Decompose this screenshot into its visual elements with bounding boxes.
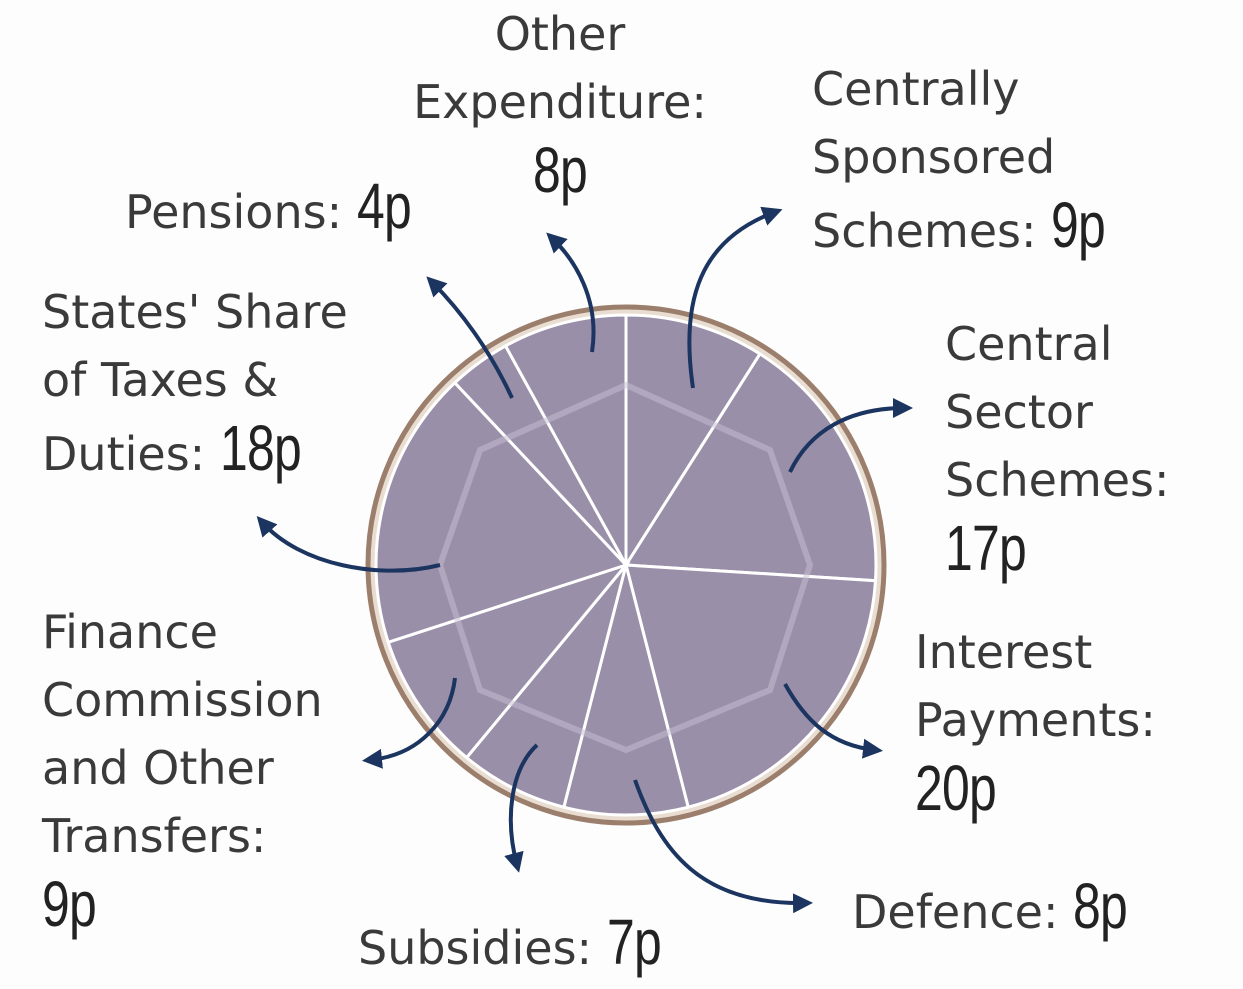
category-label: States' Share of Taxes & Duties: — [42, 285, 348, 481]
arrow — [687, 206, 783, 389]
pie-slice — [374, 380, 629, 645]
arrow — [504, 743, 539, 873]
arrow — [783, 683, 883, 759]
value-label: 9p — [1051, 189, 1106, 261]
slice-label: Interest Payments: 20p — [915, 618, 1215, 822]
value-label: 18p — [219, 412, 302, 484]
pie-slice — [562, 564, 690, 817]
value-label: 7p — [606, 906, 662, 978]
category-label: Defence: — [852, 885, 1059, 939]
arrow — [633, 779, 813, 914]
value-label: 8p — [1073, 870, 1128, 942]
value-label: 4p — [356, 170, 412, 242]
pie-slice — [503, 313, 628, 566]
value-label: 8p — [533, 134, 588, 206]
arrow — [788, 398, 913, 473]
slice-label: Pensions: 4p — [125, 172, 485, 246]
slice-label: Other Expenditure: 8p — [390, 0, 730, 204]
arrows — [256, 206, 913, 914]
slice-label: Defence: 8p — [852, 872, 1232, 946]
category-label: Finance Commission and Other Transfers: — [42, 605, 323, 863]
value-label: 17p — [945, 512, 1027, 584]
arrow — [256, 516, 441, 573]
coin-relief — [436, 381, 814, 754]
category-label: Centrally Sponsored Schemes: — [812, 62, 1056, 258]
arrow — [362, 677, 457, 769]
category-label: Interest Payments: — [915, 625, 1156, 747]
slice-label: Central Sector Schemes: 17p — [945, 310, 1215, 582]
pie-slice — [624, 563, 878, 809]
category-label: Central Sector Schemes: — [945, 317, 1170, 507]
arrow — [426, 276, 514, 399]
category-label: Other Expenditure: — [413, 7, 707, 129]
slice-label: States' Share of Taxes & Duties: 18p — [42, 278, 382, 488]
value-label: 9p — [42, 868, 97, 940]
arrow — [546, 232, 596, 353]
category-label: Pensions: — [125, 185, 343, 239]
slice-label: Subsidies: 7p — [358, 908, 758, 982]
category-label: Subsidies: — [358, 921, 593, 975]
pie-slice — [624, 313, 763, 571]
value-label: 20p — [915, 752, 997, 824]
pie-slice — [623, 351, 878, 583]
slice-label: Centrally Sponsored Schemes: 9p — [812, 55, 1152, 265]
slice-label: Finance Commission and Other Transfers: … — [42, 598, 372, 938]
